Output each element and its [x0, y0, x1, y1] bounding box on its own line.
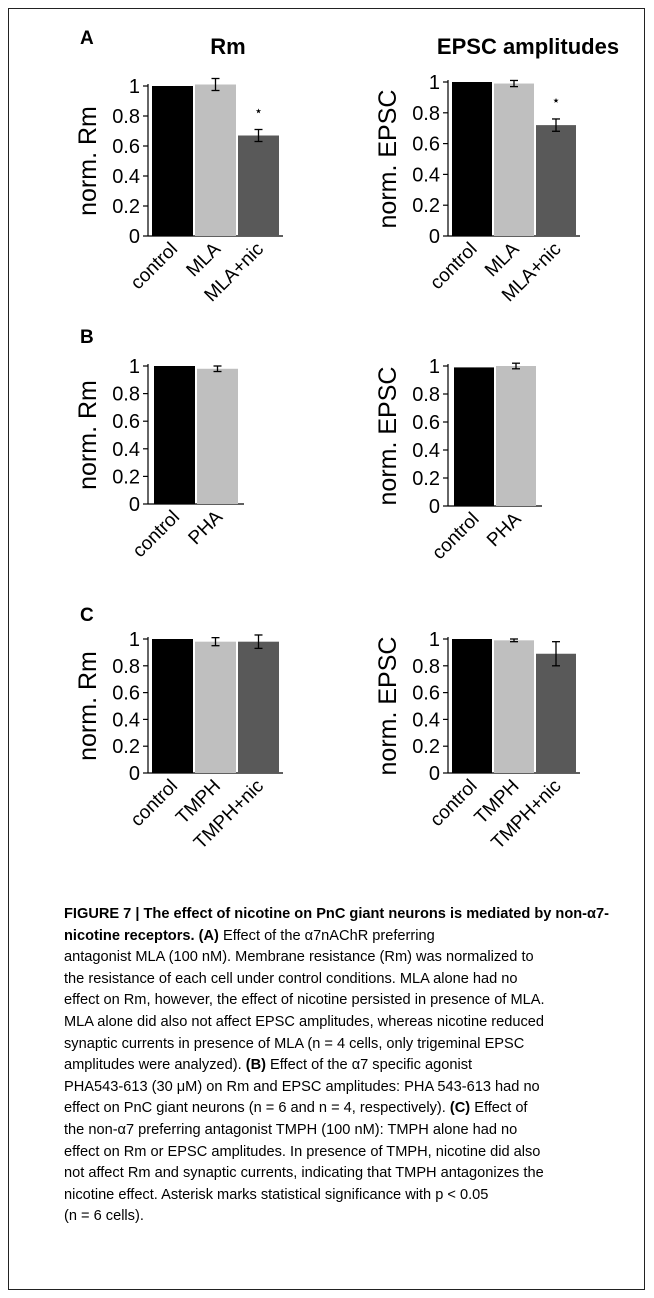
bar [152, 639, 193, 773]
y-tick-label: 0.8 [112, 384, 140, 406]
caption-label-c: (C) [449, 1100, 471, 1117]
y-tick-label: 1 [429, 356, 440, 378]
y-tick-label: 0.4 [412, 440, 440, 462]
y-tick-label: 0.6 [412, 412, 440, 434]
bar [452, 639, 492, 773]
y-tick-label: 0.6 [112, 136, 140, 158]
y-tick-label: 0.6 [412, 683, 440, 705]
caption-line: PHA543-613 (30 μM) on Rm and EPSC amplit… [64, 1078, 540, 1095]
y-axis-label: norm. EPSC [374, 367, 402, 506]
bar [154, 366, 195, 504]
category-label: PHA [483, 508, 526, 551]
caption-line: not affect Rm and synaptic currents, ind… [64, 1165, 544, 1182]
y-tick-label: 0 [429, 763, 440, 785]
y-tick-label: 0 [129, 494, 140, 516]
caption-line: Effect of the α7 specific agonist [265, 1057, 473, 1074]
bar [536, 125, 576, 236]
y-tick-label: 0.4 [112, 439, 140, 461]
category-label: PHA [185, 506, 228, 549]
caption-line: effect on Rm or EPSC amplitudes. In pres… [64, 1143, 541, 1160]
y-tick-label: 0.6 [112, 683, 140, 705]
y-axis-label: norm. Rm [74, 106, 102, 216]
significance-marker: ⋆ [552, 93, 561, 109]
y-tick-label: 0.2 [112, 466, 140, 488]
y-tick-label: 0 [429, 496, 440, 518]
y-tick-label: 1 [129, 76, 140, 98]
y-tick-label: 0.4 [412, 709, 440, 731]
significance-marker: ⋆ [254, 104, 263, 120]
caption-label-a: (A) [198, 927, 219, 944]
y-tick-label: 0.2 [412, 468, 440, 490]
bar [152, 86, 193, 236]
y-axis-label: norm. Rm [74, 651, 102, 761]
y-tick-label: 0 [429, 226, 440, 248]
caption-line: effect on Rm, however, the effect of nic… [64, 992, 545, 1009]
y-tick-label: 0.2 [412, 736, 440, 758]
y-tick-label: 0.8 [112, 106, 140, 128]
chart-title: Rm [210, 34, 245, 59]
y-tick-label: 0.2 [112, 196, 140, 218]
y-tick-label: 0.6 [112, 411, 140, 433]
y-tick-label: 0.2 [112, 736, 140, 758]
bar [238, 135, 279, 236]
y-tick-label: 0.8 [412, 103, 440, 125]
bar [494, 640, 534, 773]
bar [238, 641, 279, 773]
caption-line: antagonist MLA (100 nM). Membrane resist… [64, 949, 534, 966]
y-tick-label: 1 [129, 356, 140, 378]
y-tick-label: 0.4 [112, 166, 140, 188]
bar [452, 82, 492, 236]
caption-line: Effect of the α7nAChR preferring [218, 927, 435, 944]
y-tick-label: 1 [429, 72, 440, 94]
y-tick-label: 0.4 [112, 709, 140, 731]
caption-line: synaptic currents in presence of MLA (n … [64, 1035, 525, 1052]
bar [197, 368, 238, 504]
bar [536, 653, 576, 773]
caption-line: amplitudes were analyzed). [64, 1057, 246, 1074]
bar [494, 83, 534, 236]
y-tick-label: 0.2 [412, 195, 440, 217]
caption-line: (n = 6 cells). [64, 1208, 144, 1225]
y-tick-label: 0 [129, 226, 140, 248]
y-axis-label: norm. EPSC [374, 90, 402, 229]
y-tick-label: 0.8 [412, 656, 440, 678]
y-axis-label: norm. EPSC [374, 637, 402, 776]
figure-frame [8, 8, 645, 1290]
bar [195, 641, 236, 773]
figure-caption: FIGURE 7 | The effect of nicotine on PnC… [64, 904, 644, 1228]
panel-label-a: A [80, 28, 94, 49]
y-axis-label: norm. Rm [74, 380, 102, 490]
panel-label-c: C [80, 605, 94, 626]
caption-line: the non-α7 preferring antagonist TMPH (1… [64, 1121, 518, 1138]
bar [496, 366, 536, 506]
y-tick-label: 0.8 [112, 656, 140, 678]
panel-label-b: B [80, 327, 94, 348]
caption-line: effect on PnC giant neurons (n = 6 and n… [64, 1100, 450, 1117]
caption-label-b: (B) [245, 1057, 266, 1074]
caption-line: the resistance of each cell under contro… [64, 970, 518, 987]
bar [454, 367, 494, 506]
caption-line: nicotine effect. Asterisk marks statisti… [64, 1186, 489, 1203]
y-tick-label: 0 [129, 763, 140, 785]
caption-line: MLA alone did also not affect EPSC ampli… [64, 1013, 544, 1030]
caption-line: Effect of [470, 1100, 528, 1117]
y-tick-label: 1 [429, 629, 440, 651]
y-tick-label: 0.6 [412, 134, 440, 156]
chart-title: EPSC amplitudes [437, 34, 619, 59]
y-tick-label: 0.8 [412, 384, 440, 406]
y-tick-label: 1 [129, 629, 140, 651]
caption-title: FIGURE 7 | The effect of nicotine on PnC… [64, 906, 609, 944]
bar [195, 84, 236, 236]
y-tick-label: 0.4 [412, 164, 440, 186]
